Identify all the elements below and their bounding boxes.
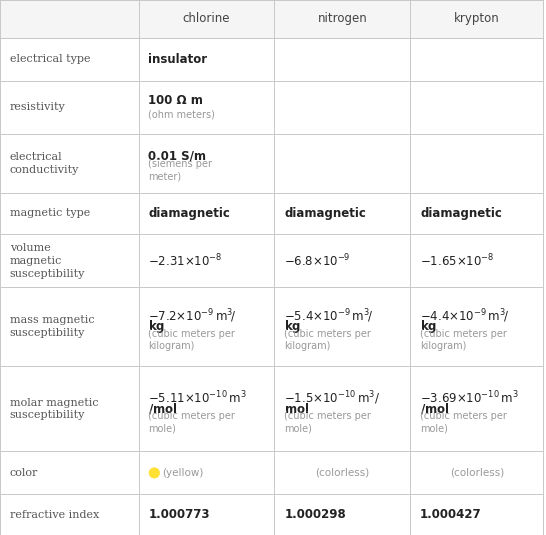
Text: $-6.8{\times}10^{-9}$: $-6.8{\times}10^{-9}$: [284, 253, 351, 269]
Text: diamagnetic: diamagnetic: [284, 207, 366, 220]
Text: 1.000773: 1.000773: [149, 508, 210, 521]
Text: (yellow): (yellow): [163, 468, 204, 478]
Text: 1.000427: 1.000427: [420, 508, 482, 521]
Text: (ohm meters): (ohm meters): [149, 110, 215, 119]
Text: molar magnetic
susceptibility: molar magnetic susceptibility: [10, 398, 98, 421]
Bar: [0, 0, 543, 38]
Text: volume
magnetic
susceptibility: volume magnetic susceptibility: [10, 243, 85, 279]
Text: electrical type: electrical type: [10, 54, 90, 64]
Text: diamagnetic: diamagnetic: [149, 207, 230, 220]
Text: resistivity: resistivity: [10, 102, 66, 112]
Text: insulator: insulator: [149, 53, 207, 66]
Text: $-2.31{\times}10^{-8}$: $-2.31{\times}10^{-8}$: [149, 253, 223, 269]
Text: $-7.2{\times}10^{-9}\,\mathrm{m}^3\!/$: $-7.2{\times}10^{-9}\,\mathrm{m}^3\!/$: [149, 308, 237, 325]
Text: color: color: [10, 468, 38, 478]
Text: chlorine: chlorine: [183, 12, 230, 26]
Text: krypton: krypton: [454, 12, 500, 26]
Text: mass magnetic
susceptibility: mass magnetic susceptibility: [10, 316, 94, 338]
Text: $\mathbf{/mol}$: $\mathbf{/mol}$: [149, 401, 178, 416]
Text: (cubic meters per
mole): (cubic meters per mole): [149, 411, 235, 433]
Text: $-1.65{\times}10^{-8}$: $-1.65{\times}10^{-8}$: [420, 253, 495, 269]
Text: (colorless): (colorless): [315, 468, 370, 478]
Text: $-3.69{\times}10^{-10}\,\mathrm{m}^3$: $-3.69{\times}10^{-10}\,\mathrm{m}^3$: [420, 390, 519, 407]
Text: (siemens per
meter): (siemens per meter): [149, 159, 212, 182]
Text: $-5.4{\times}10^{-9}\,\mathrm{m}^3\!/$: $-5.4{\times}10^{-9}\,\mathrm{m}^3\!/$: [284, 308, 373, 325]
Text: $-5.11{\times}10^{-10}\,\mathrm{m}^3$: $-5.11{\times}10^{-10}\,\mathrm{m}^3$: [149, 390, 247, 407]
Text: magnetic type: magnetic type: [10, 209, 90, 218]
Text: refractive index: refractive index: [10, 510, 99, 519]
Text: (cubic meters per
mole): (cubic meters per mole): [284, 411, 371, 433]
Text: (cubic meters per
kilogram): (cubic meters per kilogram): [149, 328, 235, 351]
Text: $\mathbf{kg}$: $\mathbf{kg}$: [149, 318, 165, 335]
Text: 100 Ω m: 100 Ω m: [149, 94, 203, 107]
Text: (colorless): (colorless): [450, 468, 504, 478]
Text: $-1.5{\times}10^{-10}\,\mathrm{m}^3/$: $-1.5{\times}10^{-10}\,\mathrm{m}^3/$: [284, 389, 381, 407]
Text: $\mathbf{kg}$: $\mathbf{kg}$: [420, 318, 437, 335]
Text: 1.000298: 1.000298: [284, 508, 346, 521]
Text: (cubic meters per
mole): (cubic meters per mole): [420, 411, 507, 433]
Text: electrical
conductivity: electrical conductivity: [10, 152, 79, 175]
Text: $\mathbf{mol}$: $\mathbf{mol}$: [284, 402, 310, 416]
Text: (cubic meters per
kilogram): (cubic meters per kilogram): [420, 328, 507, 351]
Text: (cubic meters per
kilogram): (cubic meters per kilogram): [284, 328, 371, 351]
Text: 0.01 S/m: 0.01 S/m: [149, 150, 206, 163]
Text: $-4.4{\times}10^{-9}\,\mathrm{m}^3\!/$: $-4.4{\times}10^{-9}\,\mathrm{m}^3\!/$: [420, 308, 509, 325]
Text: $\mathbf{/mol}$: $\mathbf{/mol}$: [420, 401, 450, 416]
Text: diamagnetic: diamagnetic: [420, 207, 502, 220]
Text: nitrogen: nitrogen: [317, 12, 367, 26]
Text: $\mathbf{kg}$: $\mathbf{kg}$: [284, 318, 301, 335]
Circle shape: [150, 468, 159, 478]
